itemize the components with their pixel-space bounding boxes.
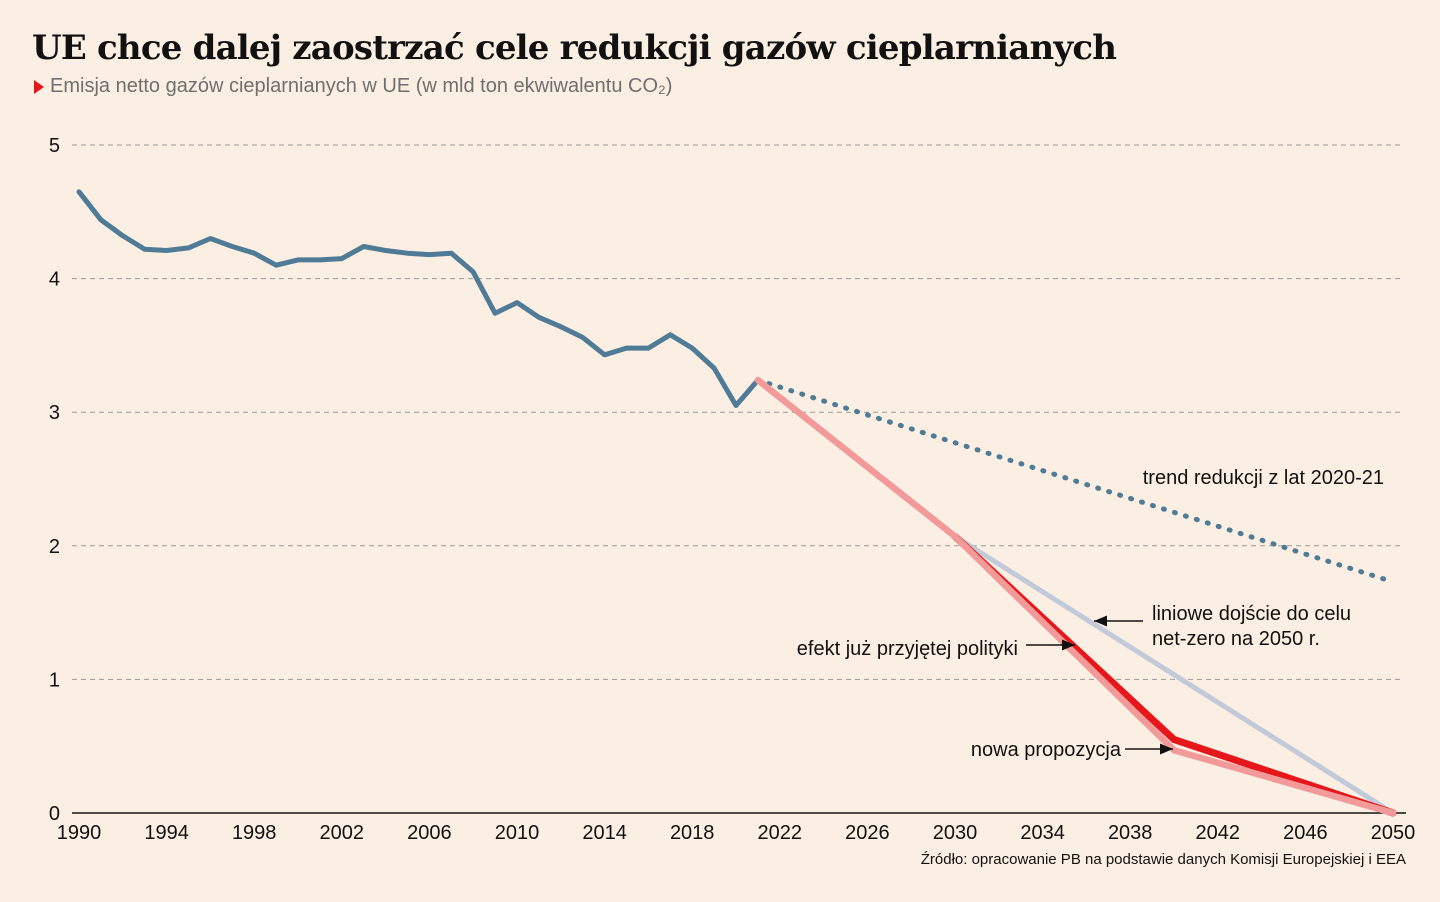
chart-subtitle: Emisja netto gazów cieplarnianych w UE (… <box>34 75 672 98</box>
x-tick-label: 2006 <box>407 822 452 844</box>
series-lines <box>76 189 1397 817</box>
y-tick-label: 1 <box>49 669 60 691</box>
x-tick-label: 2046 <box>1283 822 1328 844</box>
series-line-linear <box>952 533 1396 816</box>
annotation-policy: efekt już przyjętej polityki <box>797 638 1018 660</box>
x-tick-label: 2050 <box>1371 822 1416 844</box>
subtitle-text: Emisja netto gazów cieplarnianych w UE (… <box>50 75 673 97</box>
x-tick-label: 2018 <box>670 822 715 844</box>
x-tick-label: 1994 <box>144 822 189 844</box>
series-line-historical <box>76 189 761 408</box>
x-tick-label: 2042 <box>1196 822 1241 844</box>
grid-lines <box>72 144 1402 680</box>
annotations: trend redukcji z lat 2020-21 liniowe dojś… <box>797 467 1384 761</box>
arrow-linear-head <box>1094 615 1107 627</box>
arrow-proposal-head <box>1160 743 1173 755</box>
annotation-linear: net-zero na 2050 r. <box>1152 628 1320 650</box>
x-tick-label: 2014 <box>582 822 627 844</box>
x-axis-ticks: 1990 1994 1998 2002 2006 2010 2014 2018 2022 2026… <box>57 822 1416 844</box>
x-tick-label: 2030 <box>933 822 978 844</box>
y-tick-label: 3 <box>49 402 60 424</box>
annotation-trend: trend redukcji z lat 2020-21 <box>1143 467 1384 489</box>
y-tick-label: 4 <box>49 269 60 291</box>
x-tick-label: 1990 <box>57 822 102 844</box>
annotation-proposal: nowa propozycja <box>971 739 1122 761</box>
x-tick-label: 2026 <box>845 822 890 844</box>
annotation-linear: liniowe dojście do celu <box>1152 603 1351 625</box>
y-tick-label: 0 <box>49 803 60 825</box>
source-note: Źródło: opracowanie PB na podstawie dany… <box>920 851 1406 868</box>
series-line-trend <box>755 377 1396 585</box>
x-tick-label: 2034 <box>1020 822 1065 844</box>
x-tick-label: 2038 <box>1108 822 1153 844</box>
x-tick-label: 1998 <box>232 822 277 844</box>
x-tick-label: 2010 <box>495 822 540 844</box>
arrow-policy-head <box>1062 639 1075 651</box>
y-tick-label: 2 <box>49 536 60 558</box>
y-tick-label: 5 <box>49 135 60 157</box>
x-tick-label: 2022 <box>758 822 803 844</box>
y-axis-ticks: 0 1 2 3 4 5 <box>49 135 60 825</box>
subtitle-marker-icon <box>34 79 44 94</box>
chart-title: UE chce dalej zaostrzać cele redukcji ga… <box>32 28 1117 68</box>
x-tick-label: 2002 <box>320 822 365 844</box>
